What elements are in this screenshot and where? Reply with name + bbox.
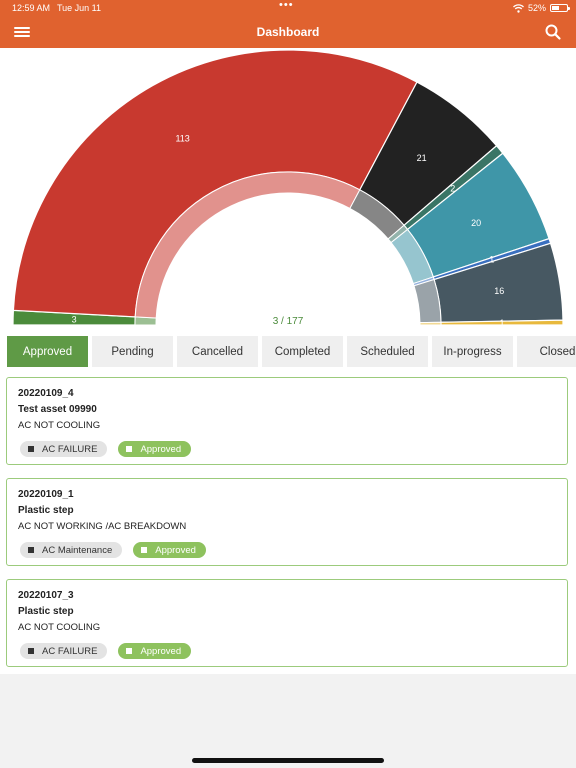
category-badge: AC FAILURE xyxy=(20,643,108,659)
half-donut-chart: 3 113 21 2 20 1 16 1 3 / 177 xyxy=(12,49,564,328)
home-indicator[interactable] xyxy=(192,758,384,763)
status-right: 52% xyxy=(513,3,570,13)
work-order-id: 20220109_4 xyxy=(18,388,74,399)
status-badge: Approved xyxy=(118,643,192,659)
chart-center-label: 3 / 177 xyxy=(273,316,304,327)
tab-pending[interactable]: Pending xyxy=(92,336,173,367)
category-label: AC Maintenance xyxy=(42,544,113,556)
tab-closed[interactable]: Closed xyxy=(517,336,576,367)
wifi-icon xyxy=(513,3,524,13)
chart-inner-segment-7 xyxy=(419,321,442,326)
tab-completed[interactable]: Completed xyxy=(262,336,343,367)
chart-segment-label-4: 20 xyxy=(471,218,481,228)
tab-approved[interactable]: Approved xyxy=(7,336,88,367)
status-time: 12:59 AM xyxy=(12,3,51,13)
asset-name: Plastic step xyxy=(18,505,74,516)
search-icon[interactable] xyxy=(544,23,562,41)
status-label: Approved xyxy=(155,544,196,556)
square-icon xyxy=(141,547,148,553)
work-order-card[interactable]: 20220109_1 Plastic step AC NOT WORKING /… xyxy=(6,478,568,566)
status-label: Approved xyxy=(140,645,182,657)
hamburger-menu-icon[interactable] xyxy=(14,25,30,39)
square-icon xyxy=(126,648,133,654)
asset-name: Test asset 09990 xyxy=(18,404,97,415)
page-title: Dashboard xyxy=(256,25,320,39)
category-label: AC FAILURE xyxy=(42,645,98,657)
battery-icon xyxy=(550,4,570,12)
work-order-list: 20220109_4 Test asset 09990 AC NOT COOLI… xyxy=(0,372,576,674)
chart-segment-label-6: 16 xyxy=(494,286,504,296)
badge-row: AC FAILURE Approved xyxy=(20,441,192,457)
square-icon xyxy=(28,648,34,654)
work-order-card[interactable]: 20220109_4 Test asset 09990 AC NOT COOLI… xyxy=(6,377,568,465)
work-order-id: 20220107_3 xyxy=(18,590,74,601)
chart-segment-label-7: 1 xyxy=(499,318,504,328)
multitasking-dots-icon[interactable]: ••• xyxy=(279,0,294,11)
square-icon xyxy=(28,446,34,452)
status-bar: 12:59 AM Tue Jun 11 ••• 52% xyxy=(0,0,576,17)
chart-segment-label-1: 113 xyxy=(175,134,189,144)
tab-scheduled[interactable]: Scheduled xyxy=(347,336,428,367)
battery-percent: 52% xyxy=(527,3,546,13)
chart-segment-label-2: 21 xyxy=(417,153,427,163)
chart-segment-label-0: 3 xyxy=(72,314,77,324)
work-order-id: 20220109_1 xyxy=(18,489,74,500)
chart-segment-1[interactable] xyxy=(12,49,418,318)
category-badge: AC FAILURE xyxy=(20,441,108,457)
badge-row: AC Maintenance Approved xyxy=(20,542,206,558)
badge-row: AC FAILURE Approved xyxy=(20,643,192,659)
work-order-card[interactable]: 20220107_3 Plastic step AC NOT COOLING A… xyxy=(6,579,568,667)
issue-description: AC NOT WORKING /AC BREAKDOWN xyxy=(18,521,187,532)
status-tabs: Approved Pending Cancelled Completed Sch… xyxy=(0,330,576,372)
status-chart: 3 113 21 2 20 1 16 1 3 / 177 xyxy=(0,48,576,330)
category-label: AC FAILURE xyxy=(42,443,98,455)
tab-in-progress[interactable]: In-progress xyxy=(432,336,513,367)
square-icon xyxy=(28,547,34,553)
nav-bar: Dashboard xyxy=(0,17,576,48)
tab-cancelled[interactable]: Cancelled xyxy=(177,336,258,367)
issue-description: AC NOT COOLING xyxy=(18,622,101,633)
chart-segment-label-3: 2 xyxy=(450,183,455,193)
issue-description: AC NOT COOLING xyxy=(18,420,101,431)
status-badge: Approved xyxy=(133,542,206,558)
status-label: Approved xyxy=(140,443,182,455)
square-icon xyxy=(126,446,133,452)
category-badge: AC Maintenance xyxy=(20,542,123,558)
chart-segment-label-5: 1 xyxy=(489,255,494,265)
asset-name: Plastic step xyxy=(18,606,74,617)
status-badge: Approved xyxy=(118,441,192,457)
status-date: Tue Jun 11 xyxy=(57,3,102,13)
